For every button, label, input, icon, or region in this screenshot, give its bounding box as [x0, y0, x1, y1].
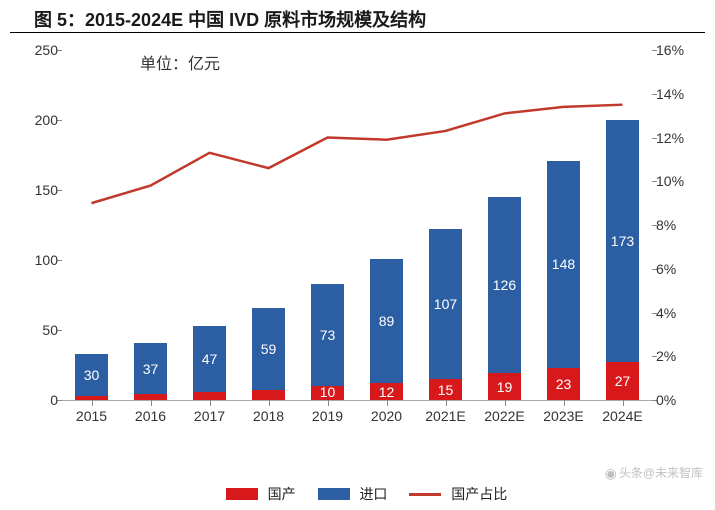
- y-left-label: 250: [14, 42, 58, 58]
- watermark-text: 头条@未来智库: [619, 466, 703, 480]
- y-left-label: 150: [14, 182, 58, 198]
- y-left-label: 100: [14, 252, 58, 268]
- legend-domestic-swatch: [226, 488, 258, 500]
- x-tick: [446, 400, 447, 406]
- y-right-label: 16%: [656, 42, 700, 58]
- figure-container: 图 5：2015-2024E 中国 IVD 原料市场规模及结构 单位：亿元 05…: [0, 0, 715, 510]
- y-right-label: 8%: [656, 217, 700, 233]
- y-right-label: 10%: [656, 173, 700, 189]
- y-right-label: 6%: [656, 261, 700, 277]
- x-tick: [328, 400, 329, 406]
- legend: 国产 进口 国产占比: [0, 484, 715, 504]
- x-axis-label: 2016: [135, 408, 166, 424]
- legend-ratio-swatch: [409, 493, 441, 496]
- y-right-label: 2%: [656, 348, 700, 364]
- watermark: ◉头条@未来智库: [605, 464, 703, 482]
- figure-title: 图 5：2015-2024E 中国 IVD 原料市场规模及结构: [34, 6, 426, 32]
- ratio-line-layer: [62, 50, 652, 400]
- x-axis-label: 2024E: [602, 408, 642, 424]
- x-tick: [269, 400, 270, 406]
- watermark-icon: ◉: [605, 465, 617, 482]
- x-tick: [210, 400, 211, 406]
- x-axis-label: 2020: [371, 408, 402, 424]
- legend-import-swatch: [318, 488, 350, 500]
- x-axis-label: 2019: [312, 408, 343, 424]
- x-tick: [623, 400, 624, 406]
- y-right-label: 12%: [656, 130, 700, 146]
- y-right-label: 0%: [656, 392, 700, 408]
- title-divider: [10, 32, 705, 33]
- ratio-line: [92, 105, 623, 203]
- legend-ratio-label: 国产占比: [451, 486, 507, 502]
- x-axis-label: 2015: [76, 408, 107, 424]
- x-axis-label: 2017: [194, 408, 225, 424]
- y-left-label: 200: [14, 112, 58, 128]
- x-tick: [505, 400, 506, 406]
- x-tick: [92, 400, 93, 406]
- y-right-label: 14%: [656, 86, 700, 102]
- x-tick: [151, 400, 152, 406]
- x-tick: [387, 400, 388, 406]
- y-left-label: 50: [14, 322, 58, 338]
- x-axis-label: 2018: [253, 408, 284, 424]
- y-right-label: 4%: [656, 305, 700, 321]
- legend-import-label: 进口: [359, 486, 387, 502]
- x-tick: [564, 400, 565, 406]
- x-axis-label: 2021E: [425, 408, 465, 424]
- x-axis-label: 2023E: [543, 408, 583, 424]
- x-axis-label: 2022E: [484, 408, 524, 424]
- chart-area: 0501001502002500%2%4%6%8%10%12%14%16%303…: [62, 50, 652, 430]
- y-left-label: 0: [14, 392, 58, 408]
- legend-domestic-label: 国产: [268, 486, 296, 502]
